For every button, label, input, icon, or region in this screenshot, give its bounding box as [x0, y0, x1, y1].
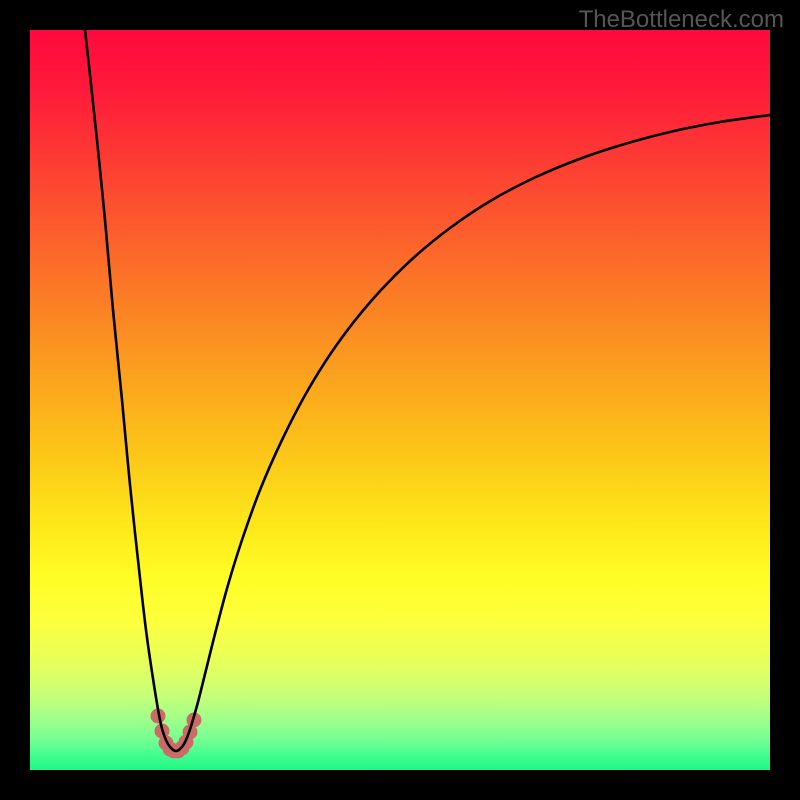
plot-area: [30, 30, 770, 770]
curve-layer: [30, 30, 770, 770]
chart-container: TheBottleneck.com: [0, 0, 800, 800]
bottleneck-curve: [85, 30, 770, 751]
